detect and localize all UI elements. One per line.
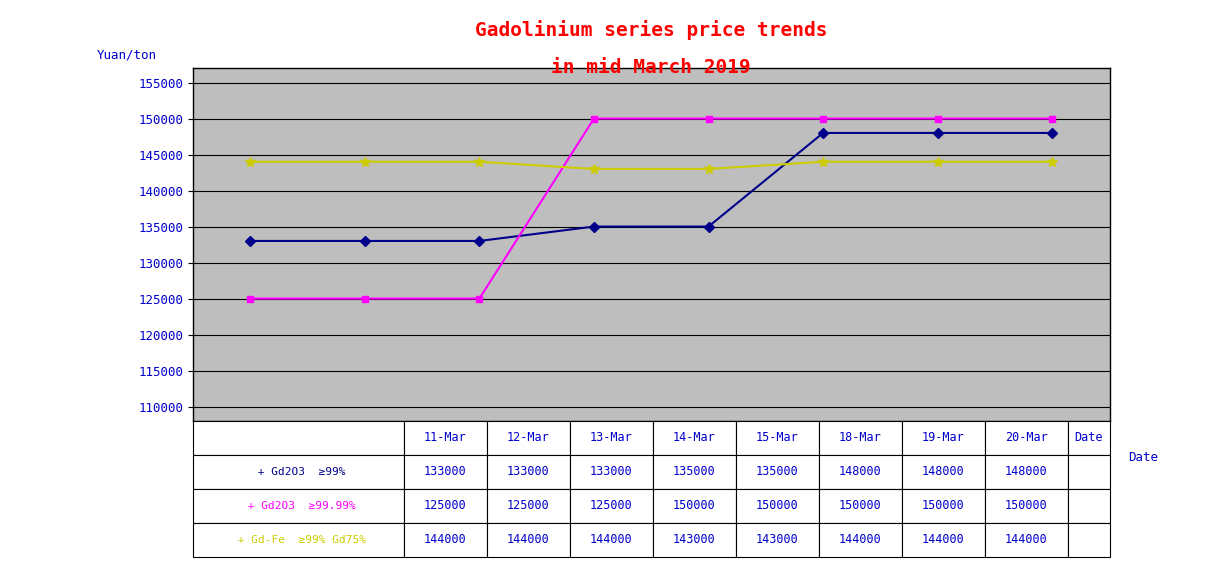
Text: Yuan/ton: Yuan/ton (96, 48, 157, 61)
Text: in mid March 2019: in mid March 2019 (551, 58, 751, 77)
Text: Date: Date (1128, 451, 1158, 464)
Text: Gadolinium series price trends: Gadolinium series price trends (475, 20, 827, 40)
